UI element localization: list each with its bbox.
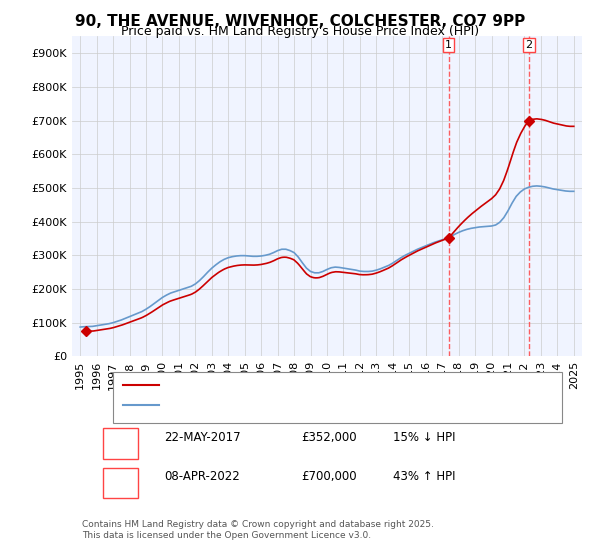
Text: Contains HM Land Registry data © Crown copyright and database right 2025.
This d: Contains HM Land Registry data © Crown c…	[82, 520, 434, 540]
FancyBboxPatch shape	[103, 428, 139, 459]
Text: 90, THE AVENUE, WIVENHOE, COLCHESTER, CO7 9PP: 90, THE AVENUE, WIVENHOE, COLCHESTER, CO…	[75, 14, 525, 29]
Text: 1: 1	[116, 431, 124, 444]
Text: 90, THE AVENUE, WIVENHOE, COLCHESTER, CO7 9PP (detached house): 90, THE AVENUE, WIVENHOE, COLCHESTER, CO…	[169, 380, 540, 390]
FancyBboxPatch shape	[113, 372, 562, 423]
Text: 2: 2	[525, 40, 532, 50]
Text: 22-MAY-2017: 22-MAY-2017	[164, 431, 241, 444]
Text: HPI: Average price, detached house, Colchester: HPI: Average price, detached house, Colc…	[169, 400, 418, 410]
Text: 2: 2	[116, 470, 124, 483]
Text: Price paid vs. HM Land Registry's House Price Index (HPI): Price paid vs. HM Land Registry's House …	[121, 25, 479, 38]
Text: 15% ↓ HPI: 15% ↓ HPI	[394, 431, 456, 444]
Text: £700,000: £700,000	[302, 470, 357, 483]
Text: 43% ↑ HPI: 43% ↑ HPI	[394, 470, 456, 483]
Text: 08-APR-2022: 08-APR-2022	[164, 470, 239, 483]
Text: £352,000: £352,000	[302, 431, 357, 444]
Text: 1: 1	[445, 40, 452, 50]
FancyBboxPatch shape	[103, 468, 139, 498]
